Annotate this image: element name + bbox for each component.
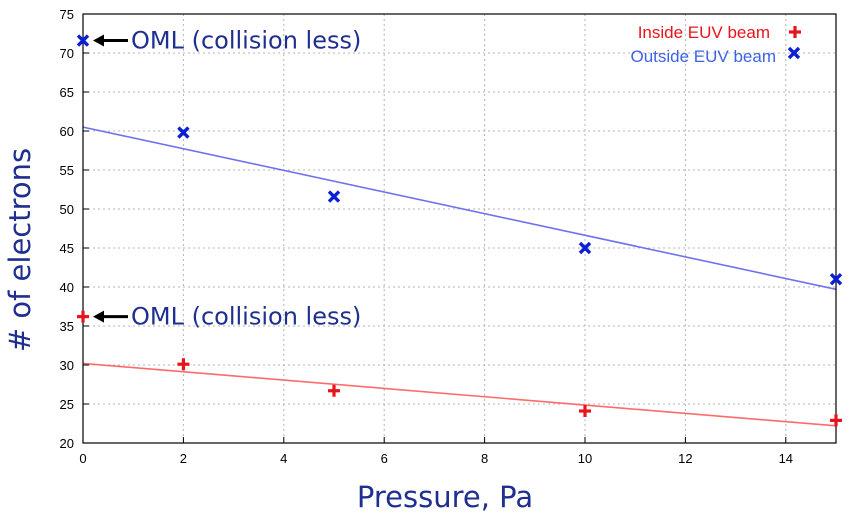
y-tick-label: 40 — [60, 280, 74, 295]
fit-lines — [82, 126, 837, 427]
y-tick-label: 35 — [60, 319, 74, 334]
x-tick-label: 2 — [180, 451, 187, 466]
legend-label-inside: Inside EUV beam — [638, 23, 770, 42]
annotations: OML (collision less) OML (collision less) — [93, 27, 361, 331]
data-point-series-0 — [77, 310, 89, 323]
x-tick-label: 14 — [779, 451, 793, 466]
x-tick-label: 4 — [280, 451, 287, 466]
fit-line-series-1 — [82, 126, 837, 291]
y-tick-label: 45 — [60, 241, 74, 256]
legend: Inside EUV beam Outside EUV beam — [630, 23, 801, 66]
x-axis-title: Pressure, Pa — [357, 480, 533, 514]
annotation-arrow-head — [93, 34, 104, 47]
x-tick-label: 0 — [79, 451, 86, 466]
legend-marker-inside — [789, 26, 801, 38]
annotation-label: OML (collision less) — [131, 303, 361, 331]
y-tick-label: 20 — [60, 436, 74, 451]
data-point-series-1-b — [829, 272, 843, 286]
data-point-series-1 — [177, 126, 190, 139]
data-point-series-1 — [578, 241, 592, 255]
annotation-arrow-head — [93, 310, 104, 323]
oml-annotation-1: OML (collision less) — [93, 303, 361, 331]
x-tick-label: 8 — [481, 451, 488, 466]
axis-ticks: 20 25 30 35 40 45 50 55 60 65 70 75 0 2 4 6 8 10 12 14 — [60, 7, 794, 466]
plot-frame — [82, 13, 837, 444]
grid — [83, 14, 836, 443]
data-points — [76, 34, 843, 427]
y-tick-label: 30 — [60, 358, 74, 373]
data-point-series-1 — [327, 190, 341, 203]
legend-marker-outside — [787, 46, 801, 60]
plot-border — [82, 13, 837, 444]
x-tick-label: 6 — [381, 451, 388, 466]
x-tick-label: 12 — [678, 451, 692, 466]
y-tick-label: 75 — [60, 7, 74, 22]
annotation-label: OML (collision less) — [131, 27, 361, 55]
data-point-series-0 — [328, 384, 340, 397]
fit-line-series-0 — [82, 362, 837, 427]
legend-label-outside: Outside EUV beam — [630, 47, 776, 66]
y-tick-label: 50 — [60, 202, 74, 217]
y-tick-label: 65 — [60, 85, 74, 100]
data-point-series-1-b — [76, 34, 90, 47]
oml-annotation-0: OML (collision less) — [93, 27, 361, 55]
data-point-series-0 — [177, 358, 190, 371]
x-tick-label: 10 — [578, 451, 592, 466]
y-axis-title: # of electrons — [3, 148, 37, 352]
data-point-series-1-b — [327, 190, 341, 203]
data-point-series-0 — [830, 414, 842, 427]
legend-marker-outside-b — [787, 46, 801, 60]
y-tick-label: 25 — [60, 397, 74, 412]
data-point-series-1-b — [177, 126, 190, 139]
y-tick-label: 70 — [60, 46, 74, 61]
data-point-series-1 — [76, 34, 90, 47]
y-tick-label: 55 — [60, 163, 74, 178]
y-tick-label: 60 — [60, 124, 74, 139]
data-point-series-0 — [579, 405, 591, 418]
data-point-series-1-b — [578, 241, 592, 255]
data-point-series-1 — [829, 272, 843, 286]
